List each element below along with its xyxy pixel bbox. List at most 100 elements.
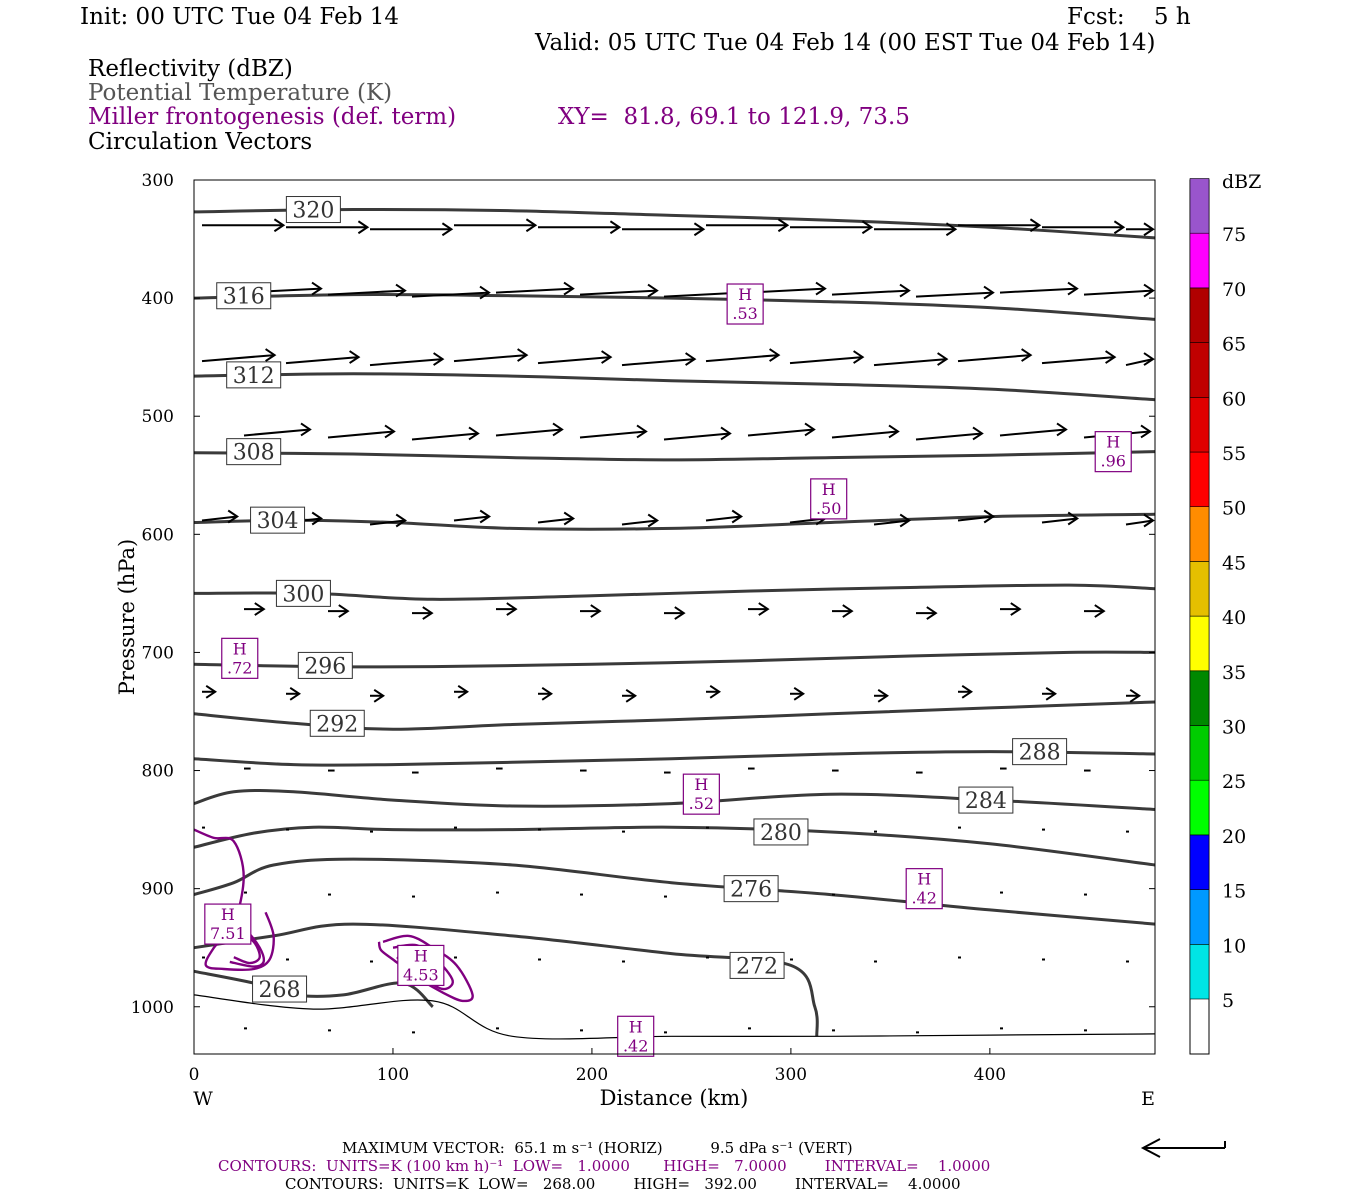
theta-label-316: 316 (223, 285, 265, 310)
theta-label-box-276 (723, 875, 779, 903)
theta-label-296: 296 (304, 654, 346, 679)
y-tick-label: 1000 (131, 998, 174, 1018)
colorbar-swatch (1189, 943, 1210, 1000)
colorbar-swatch (1189, 561, 1210, 617)
miller-max-value: 4.53 (403, 965, 439, 984)
vector-shaft (873, 519, 910, 526)
vector-head (983, 285, 995, 300)
miller-contour-4 (377, 934, 474, 1003)
vector-shaft (537, 356, 611, 365)
vector-shaft (201, 354, 275, 363)
miller-max-value: 7.51 (210, 924, 246, 943)
colorbar-label: 55 (1222, 443, 1246, 465)
theta-contour-316 (193, 293, 1156, 321)
theta-label-272: 272 (736, 954, 778, 979)
vector-head (674, 606, 686, 620)
vector-shaft (831, 430, 899, 439)
vectors-title: Circulation Vectors (88, 129, 313, 155)
theta-label-288: 288 (1019, 741, 1061, 766)
colorbar-label: 40 (1222, 607, 1246, 629)
y-tick-label: 700 (142, 643, 174, 663)
vector-head (609, 220, 622, 235)
theta-labels: 320 316 312 308 304 300 296 292 288 284 280 276 272 2… (216, 196, 1068, 1003)
vector-head (899, 283, 911, 298)
vector-head (384, 424, 396, 439)
vector-head (517, 348, 529, 362)
colorbar-label: 15 (1222, 881, 1246, 903)
vector-head (433, 352, 445, 366)
theta-label-268: 268 (259, 978, 301, 1003)
colorbar-label: 35 (1222, 662, 1246, 684)
theta-contours (193, 207, 1156, 1037)
ground-line (193, 994, 1156, 1040)
colorbar-swatch (1189, 506, 1210, 562)
miller-max-value: .42 (623, 1036, 648, 1055)
miller-max-label: H (414, 946, 428, 965)
vector-shaft (621, 358, 695, 367)
vector-shaft (957, 515, 994, 522)
miller-max-label: H (917, 870, 931, 889)
vector-shaft (999, 287, 1078, 294)
vector-head (552, 422, 564, 437)
vector-head (338, 604, 350, 618)
theta-label-box-312 (226, 361, 282, 389)
reference-vector-icon (1140, 1138, 1226, 1158)
miller-max-box (204, 903, 252, 945)
vector-head (961, 684, 974, 699)
y-tick-label: 600 (142, 525, 174, 545)
vector-shaft (831, 289, 910, 296)
colorbar-swatch (1189, 889, 1210, 945)
theta-label-312: 312 (233, 364, 275, 389)
vector-head (647, 283, 659, 298)
vector-head (793, 686, 806, 701)
theta-label-292: 292 (316, 712, 358, 737)
miller-max-label: H (233, 639, 247, 658)
vector-head (254, 602, 266, 616)
x-end-label-west: W (193, 1088, 213, 1110)
colorbar-label: 10 (1222, 935, 1246, 957)
vector-shaft (705, 515, 742, 522)
colorbar-label: 25 (1222, 771, 1246, 793)
theta-label-280: 280 (760, 821, 802, 846)
circulation-vectors (201, 218, 1155, 1034)
theta-label-box-300 (275, 579, 331, 607)
vector-shaft (747, 428, 815, 437)
vector-head (1140, 424, 1152, 439)
theta-contour-312 (193, 372, 1156, 402)
colorbar-label: 30 (1222, 717, 1246, 739)
miller-max-label: H (1106, 433, 1120, 452)
vector-shaft (495, 428, 563, 437)
vector-head (983, 509, 996, 524)
vector-head (1067, 281, 1079, 296)
miller-max-box (221, 637, 259, 679)
theta-label-300: 300 (282, 582, 324, 607)
miller-max-value: .42 (911, 889, 936, 908)
theta-contour-280 (193, 825, 1156, 867)
vector-head (720, 426, 732, 441)
vector-head (937, 352, 949, 366)
colorbar-label: 20 (1222, 826, 1246, 848)
vector-head (888, 424, 900, 439)
vector-shaft (327, 430, 395, 439)
colorbar-label: 60 (1222, 388, 1246, 410)
vector-head (506, 602, 518, 616)
vector-shaft (915, 291, 994, 298)
vector-head (525, 218, 538, 233)
vector-head (877, 688, 890, 703)
vector-shaft (1083, 289, 1154, 296)
theta-contour-320 (193, 207, 1156, 240)
theta-contour-288 (193, 750, 1156, 767)
vector-head (815, 281, 827, 296)
theta-title: Potential Temperature (K) (88, 80, 393, 106)
vector-shaft (957, 354, 1031, 363)
theta-label-box-280 (753, 818, 809, 846)
miller-max-box (682, 773, 720, 815)
miller-max-box (1094, 431, 1132, 473)
vector-head (899, 513, 912, 528)
vector-head (265, 348, 277, 362)
vector-head (693, 222, 706, 237)
theta-label-276: 276 (730, 878, 772, 903)
vector-head (422, 606, 434, 620)
colorbar-swatch (1189, 232, 1210, 289)
